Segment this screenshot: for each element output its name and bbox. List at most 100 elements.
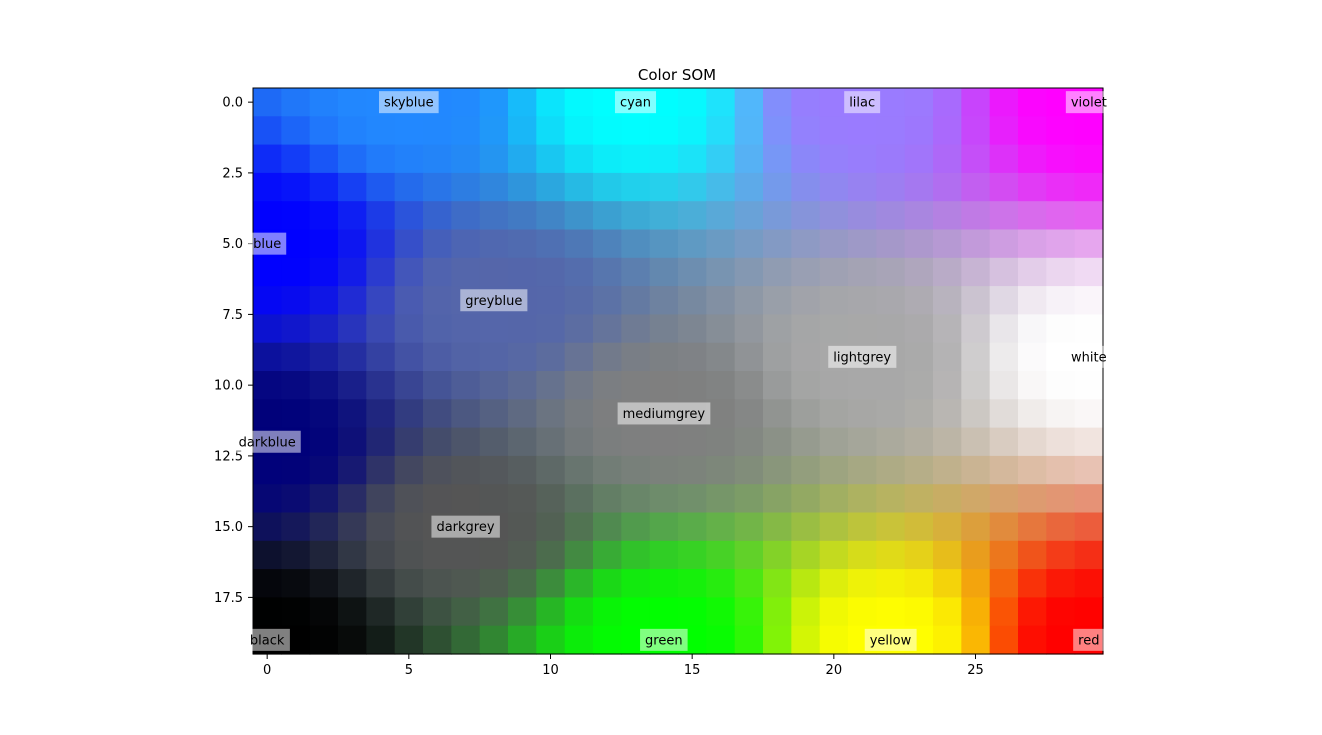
heatmap-cell [593,144,622,174]
heatmap-cell [593,257,622,287]
heatmap-cell [1074,484,1104,514]
heatmap-cell [933,569,962,598]
heatmap-cell [678,512,707,542]
heatmap-cell [904,229,934,259]
heatmap-cell [564,569,594,598]
heatmap-cell [933,229,962,259]
heatmap-cell [1074,455,1104,485]
heatmap-cell [479,569,509,598]
heatmap-cell [479,172,509,202]
heatmap-cell [961,484,991,514]
heatmap-cell [253,540,282,570]
heatmap-cell [1074,229,1104,259]
heatmap-cell [933,371,962,400]
heatmap-cell [989,569,1019,598]
heatmap-cell [933,512,962,542]
heatmap-cell [876,512,906,542]
heatmap-cell [933,399,962,429]
x-tick-label: 5 [405,663,413,678]
heatmap-cell [678,116,707,146]
heatmap-cell [791,229,821,259]
heatmap-cell [366,399,396,429]
heatmap-cell [734,512,764,542]
y-tick-label: 10.0 [214,379,243,394]
heatmap-cell [479,144,509,174]
heatmap-cell [734,144,764,174]
annotation-green: green [640,628,688,651]
heatmap-cell [763,88,792,117]
heatmap-cell [734,314,764,344]
annotation-box [640,628,688,651]
heatmap-cell [734,455,764,485]
y-tick-label: 7.5 [222,308,243,323]
heatmap-cell [281,371,311,400]
heatmap-cell [649,229,679,259]
heatmap-cell [706,88,736,117]
heatmap-cell [678,314,707,344]
heatmap-cell [451,625,481,655]
heatmap-cell [706,399,736,429]
heatmap-cells [253,88,1104,655]
heatmap-cell [848,597,877,627]
heatmap-cell [848,455,877,485]
heatmap-cell [1046,597,1076,627]
heatmap-cell [706,540,736,570]
annotation-label: skyblue [384,96,434,111]
heatmap-cell [253,455,282,485]
heatmap-cell [848,172,877,202]
heatmap-cell [281,455,311,485]
heatmap-cell [621,484,651,514]
heatmap-cell [593,116,622,146]
heatmap-cell [848,540,877,570]
heatmap-cell [536,286,566,315]
y-tick-label: 2.5 [222,166,243,181]
heatmap-cell [876,116,906,146]
heatmap-cell [281,597,311,627]
heatmap-cell [451,597,481,627]
heatmap-cell [904,540,934,570]
heatmap-cell [621,569,651,598]
heatmap-cell [508,540,537,570]
heatmap-cell [876,371,906,400]
heatmap-cell [848,399,877,429]
heatmap-cell [536,88,566,117]
heatmap-cell [819,88,849,117]
heatmap-cell [649,172,679,202]
heatmap-cell [309,201,339,231]
heatmap-cell [1074,399,1104,429]
heatmap-cell [876,314,906,344]
heatmap-cell [904,172,934,202]
heatmap-cell [338,484,367,514]
x-tick-label: 15 [684,663,701,678]
annotation-box [233,430,301,453]
heatmap-cell [593,597,622,627]
heatmap-cell [1074,116,1104,146]
heatmap-cell [706,286,736,315]
heatmap-cell [989,625,1019,655]
heatmap-cell [508,484,537,514]
heatmap-cell [536,116,566,146]
heatmap-cell [479,88,509,117]
heatmap-cell [791,399,821,429]
heatmap-cell [564,88,594,117]
heatmap-cell [1046,201,1076,231]
heatmap-cell [1046,540,1076,570]
heatmap-cell [423,342,452,372]
heatmap-cell [394,314,424,344]
heatmap-cell [253,286,282,315]
heatmap-cell [309,342,339,372]
heatmap-cell [763,569,792,598]
heatmap-cell [791,455,821,485]
heatmap-cell [394,286,424,315]
heatmap-cell [876,201,906,231]
annotation-label: yellow [870,633,912,648]
heatmap-cell [479,455,509,485]
heatmap-cell [1018,597,1047,627]
heatmap-cell [451,144,481,174]
heatmap-cell [649,116,679,146]
heatmap-cell [933,88,962,117]
heatmap-cell [281,484,311,514]
heatmap-cell [451,116,481,146]
heatmap-cell [678,286,707,315]
heatmap-cell [281,257,311,287]
